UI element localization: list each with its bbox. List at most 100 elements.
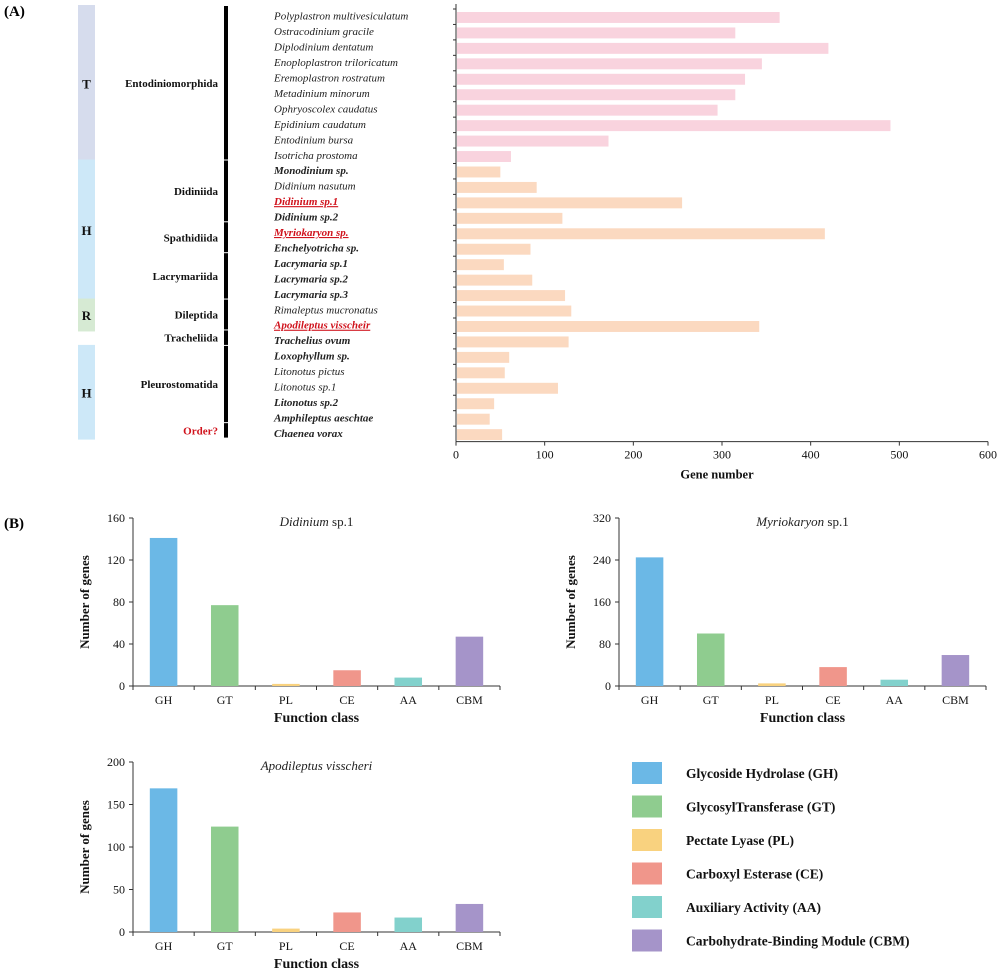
bar-pl (272, 683, 300, 686)
x-tick-label-600: 600 (979, 448, 997, 462)
x-tick-label-400: 400 (802, 448, 820, 462)
y-tick-label-200: 200 (107, 755, 125, 769)
category-label-ce: CE (339, 939, 354, 953)
panel-label-a: (A) (4, 4, 25, 20)
order-label-spathidiida: Spathidiida (164, 232, 219, 244)
panel-label-b: (B) (4, 516, 24, 532)
gene-bar-loxophyllum-sp (457, 351, 510, 363)
bar-gt (696, 633, 725, 686)
chart-title: Myriokaryon sp.1 (755, 514, 848, 529)
legend-swatch-glycosyltransferase-gt (632, 795, 662, 818)
bar-cbm (455, 636, 484, 686)
legend-swatch-pectate-lyase-pl (632, 829, 662, 851)
y-tick-label-100: 100 (107, 840, 125, 854)
x-axis-title: Function class (274, 711, 360, 726)
legend-label-carbohydrate-binding-module-cbm: Carbohydrate-Binding Module (CBM) (686, 934, 910, 949)
order-bracket-order (224, 423, 228, 438)
y-axis-title: Number of genes (77, 800, 92, 894)
chart-title-italic: Myriokaryon (755, 514, 824, 529)
order-bracket-didiniida (224, 160, 228, 222)
order-label-lacrymariida: Lacrymariida (153, 271, 219, 283)
gene-bar-amphileptus-aeschtae (457, 413, 490, 425)
species-label-loxophyllum-sp: Loxophyllum sp. (273, 351, 350, 363)
category-label-aa: AA (400, 693, 418, 707)
legend-label-glycoside-hydrolase-gh: Glycoside Hydrolase (GH) (686, 766, 838, 781)
x-axis-title: Gene number (680, 468, 754, 482)
species-label-amphileptus-aeschtae: Amphileptus aeschtae (273, 412, 373, 424)
order-label-order: Order? (183, 425, 218, 437)
chart-title-italic: Didinium (279, 514, 329, 529)
gene-bar-eremoplastron-rostratum (457, 73, 746, 85)
order-bracket-entodiniomorphida (224, 6, 228, 160)
species-label-enoploplastron-triloricatum: Enoploplastron triloricatum (273, 57, 398, 69)
bar-cbm (455, 903, 484, 932)
legend-swatch-carboxyl-esterase-ce (632, 862, 662, 885)
bar-gh (635, 557, 664, 686)
gene-bar-lacrymaria-sp-3 (457, 290, 566, 302)
y-tick-label-40: 40 (113, 637, 125, 651)
species-label-entodinium-bursa: Entodinium bursa (273, 134, 354, 146)
bar-gt (210, 826, 239, 932)
y-tick-label-0: 0 (605, 679, 611, 693)
gene-bar-isotricha-prostoma (457, 151, 511, 162)
y-tick-label-160: 160 (107, 511, 125, 525)
gene-bar-didinium-sp-1 (457, 197, 683, 209)
y-tick-label-0: 0 (119, 679, 125, 693)
panel-b-myriokaryon-chart: 0 80 160 240 320 GH GT PL CE AA CBM Myriokaryon sp.… (563, 511, 987, 726)
species-label-lacrymaria-sp-3: Lacrymaria sp.3 (273, 289, 348, 301)
order-bracket-pleurostomatida (224, 345, 228, 423)
species-label-metadinium-minorum: Metadinium minorum (273, 88, 370, 100)
gene-bar-lacrymaria-sp-2 (457, 274, 533, 286)
bar-ce (333, 912, 361, 932)
category-label-gt: GT (217, 939, 234, 953)
chart-title: Didinium sp.1 (279, 514, 354, 529)
y-tick-label-0: 0 (119, 925, 125, 939)
gene-bar-metadinium-minorum (457, 89, 736, 101)
legend-swatch-glycoside-hydrolase-gh (632, 762, 662, 784)
order-label-tracheliida: Tracheliida (164, 333, 218, 345)
x-tick-label-100: 100 (536, 448, 554, 462)
y-tick-label-240: 240 (593, 553, 611, 567)
group-bar-h-3 (78, 344, 95, 440)
bar-aa (880, 679, 909, 686)
x-tick-label-300: 300 (713, 448, 731, 462)
x-tick-label-500: 500 (890, 448, 908, 462)
species-label-myriokaryon-sp: Myriokaryon sp. (273, 227, 349, 239)
panel-a-gene-number-chart: T H R H Entodiniomorphida Didiniida Spathidiid… (78, 4, 997, 482)
y-tick-label-120: 120 (107, 553, 125, 567)
species-label-litonotus-pictus: Litonotus pictus (273, 366, 345, 378)
panel-b-apodileptus-chart: 0 50 100 150 200 GH GT PL CE AA CBM Apodileptus vis… (77, 755, 501, 972)
gene-bar-enoploplastron-triloricatum (457, 58, 762, 70)
category-label-pl: PL (279, 939, 293, 953)
species-label-apodileptus-visscheir: Apodileptus visscheir (273, 320, 371, 332)
gene-bar-diplodinium-dentatum (457, 42, 829, 54)
order-label-pleurostomatida: Pleurostomatida (141, 379, 219, 391)
species-label-ostracodinium-gracile: Ostracodinium gracile (274, 26, 374, 38)
bar-gt (210, 605, 239, 686)
category-label-gt: GT (703, 693, 720, 707)
y-tick-label-150: 150 (107, 798, 125, 812)
category-label-gt: GT (217, 693, 234, 707)
category-label-cbm: CBM (456, 939, 483, 953)
bar-gh (149, 537, 178, 686)
y-tick-label-50: 50 (113, 883, 125, 897)
x-axis-title: Function class (760, 711, 846, 726)
category-label-gh: GH (641, 693, 659, 707)
bar-gh (149, 788, 178, 932)
group-bar-h-1 (78, 159, 95, 301)
gene-bar-ophryoscolex-caudatus (457, 104, 718, 116)
group-label-r-2: R (82, 308, 92, 323)
group-label-t-0: T (82, 76, 91, 91)
order-label-dileptida: Dileptida (175, 310, 219, 322)
order-label-entodiniomorphida: Entodiniomorphida (125, 78, 218, 90)
species-label-epidinium-caudatum: Epidinium caudatum (273, 119, 366, 131)
gene-bar-trachelius-ovum (457, 336, 569, 348)
gene-bar-didinium-nasutum (457, 181, 537, 193)
order-bracket-dileptida (224, 299, 228, 330)
category-label-gh: GH (155, 939, 173, 953)
function-class-legend: Glycoside Hydrolase (GH) GlycosylTransfer… (632, 762, 910, 952)
group-bar-t-0 (78, 5, 95, 162)
bar-pl (272, 928, 300, 932)
species-label-didinium-nasutum: Didinium nasutum (273, 181, 356, 193)
order-bracket-lacrymariida (224, 253, 228, 299)
